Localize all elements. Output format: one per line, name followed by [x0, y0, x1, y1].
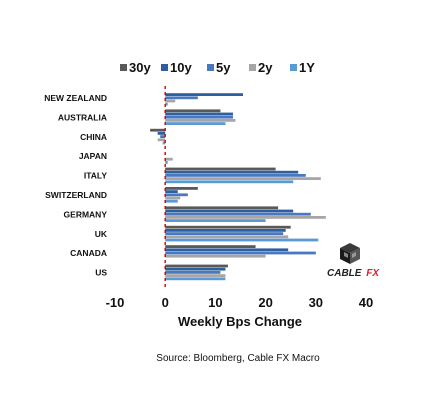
svg-text:CABLE FX: CABLE FX [327, 268, 380, 279]
category-label-canada: CANADA [70, 248, 107, 258]
bar-germany-1y [165, 219, 266, 222]
bar-germany-10y [165, 209, 294, 213]
bar-new-zealand-2y [165, 99, 176, 103]
bar-germany-2y [165, 216, 326, 219]
bar-uk-10y [165, 229, 286, 232]
legend-label-1y: 1Y [299, 60, 315, 75]
legend-swatch-5y [207, 64, 214, 71]
x-tick-label: 40 [359, 295, 373, 310]
category-label-us: US [95, 268, 107, 278]
logo-word-fx: FX [366, 268, 380, 279]
bar-germany-5y [165, 212, 311, 216]
bar-canada-10y [165, 248, 289, 252]
bar-china-5y [160, 135, 166, 138]
category-label-australia: AUSTRALIA [58, 112, 107, 122]
legend-label-30y: 30y [129, 60, 151, 75]
cube-icon [340, 243, 360, 264]
category-label-china: CHINA [80, 132, 107, 142]
bar-japan-1y [165, 161, 168, 164]
bar-australia-30y [165, 109, 221, 113]
legend-label-5y: 5y [216, 60, 231, 75]
bar-italy-10y [165, 170, 299, 174]
bar-china-1y [162, 141, 166, 145]
bar-italy-1y [165, 180, 294, 184]
bar-italy-5y [165, 174, 306, 177]
legend-swatch-30y [120, 64, 127, 71]
bar-canada-5y [165, 251, 316, 255]
logo-word-cable: CABLE [327, 268, 362, 279]
legend-swatch-2y [249, 64, 256, 71]
bar-new-zealand-1y [165, 102, 168, 106]
x-axis-ticks: -10 0 10 20 30 40 [106, 295, 374, 310]
x-tick-label: 20 [258, 295, 272, 310]
bar-us-5y [165, 271, 221, 274]
cable-fx-logo: CABLE FX [327, 243, 380, 279]
bar-uk-30y [165, 225, 291, 229]
x-tick-label: 30 [309, 295, 323, 310]
bar-japan-2y [165, 157, 173, 161]
bar-italy-30y [165, 167, 276, 171]
bar-uk-2y [165, 235, 289, 239]
category-label-uk: UK [95, 229, 108, 239]
category-label-new-zealand: NEW ZEALAND [44, 93, 107, 103]
bar-canada-30y [165, 245, 256, 248]
bar-us-10y [165, 267, 226, 271]
x-tick-label: -10 [106, 295, 125, 310]
category-labels: NEW ZEALAND AUSTRALIA CHINA JAPAN ITALY SWITZ… [44, 93, 108, 278]
x-tick-label: 0 [162, 295, 169, 310]
bars-group [150, 93, 326, 281]
bar-australia-5y [165, 115, 233, 119]
bar-us-30y [165, 264, 228, 268]
bar-switzerland-30y [165, 187, 198, 190]
category-label-germany: GERMANY [64, 209, 108, 219]
bar-switzerland-10y [165, 190, 178, 193]
bar-italy-2y [165, 177, 321, 180]
bar-canada-2y [165, 254, 266, 258]
bar-china-2y [157, 138, 166, 142]
legend-swatch-10y [161, 64, 168, 71]
category-label-switzerland: SWITZERLAND [45, 190, 107, 200]
category-label-italy: ITALY [84, 171, 107, 181]
bar-new-zealand-10y [165, 93, 244, 96]
bar-china-30y [150, 128, 166, 132]
x-tick-label: 10 [208, 295, 222, 310]
x-axis-label: Weekly Bps Change [178, 314, 302, 329]
bar-switzerland-1y [165, 199, 178, 203]
bar-us-2y [165, 274, 226, 277]
bar-us-1y [165, 277, 226, 281]
legend-swatch-1y [290, 64, 297, 71]
source-note: Source: Bloomberg, Cable FX Macro [156, 353, 320, 364]
category-label-japan: JAPAN [79, 151, 107, 161]
bar-china-10y [157, 132, 166, 135]
legend: 30y 10y 5y 2y 1Y [120, 60, 315, 75]
bar-uk-5y [165, 232, 284, 235]
bar-australia-2y [165, 119, 236, 122]
bar-new-zealand-5y [165, 96, 198, 100]
bar-australia-10y [165, 112, 233, 116]
bar-germany-30y [165, 206, 279, 210]
legend-label-10y: 10y [170, 60, 192, 75]
bar-switzerland-2y [165, 196, 181, 200]
bar-switzerland-5y [165, 193, 188, 197]
legend-label-2y: 2y [258, 60, 273, 75]
bar-australia-1y [165, 122, 226, 125]
bar-uk-1y [165, 238, 319, 242]
